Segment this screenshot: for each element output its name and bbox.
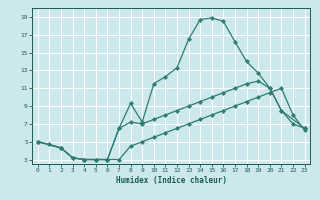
X-axis label: Humidex (Indice chaleur): Humidex (Indice chaleur) bbox=[116, 176, 227, 185]
